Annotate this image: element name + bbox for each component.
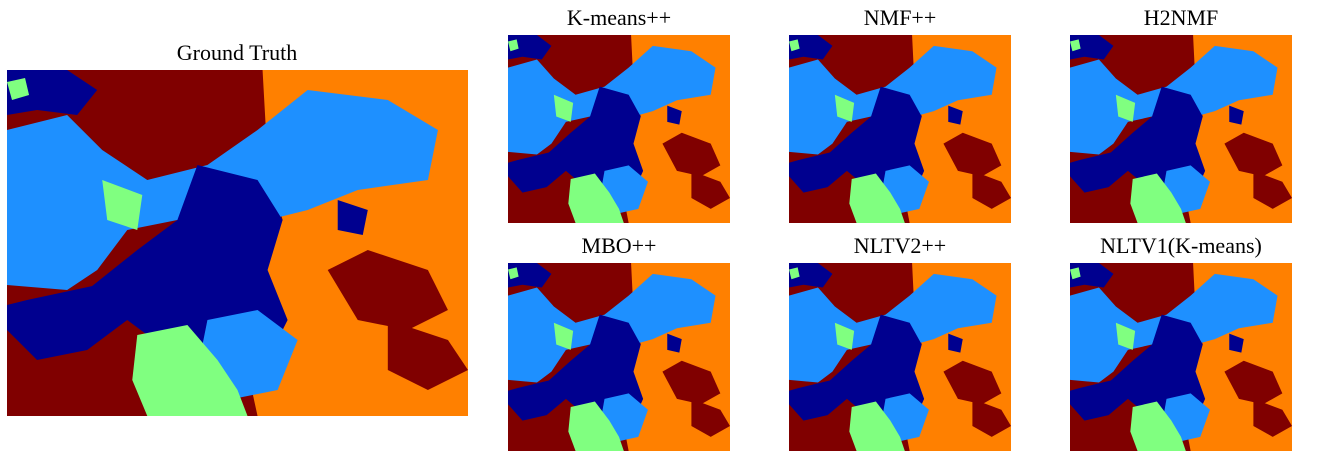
panel-title: K-means++ bbox=[567, 5, 671, 30]
segmentation-map bbox=[508, 263, 730, 451]
segmentation-map bbox=[1070, 263, 1292, 451]
panel-title: MBO++ bbox=[582, 233, 657, 258]
panel-grid: K-means++ NMF++ H2NMF MBO++ NLTV2++ NLTV1(K-m… bbox=[508, 5, 1292, 451]
segmentation-map bbox=[789, 35, 1011, 223]
figure: Ground Truth K-means++ NMF++ H2NMF MBO++ NLT… bbox=[0, 0, 1324, 451]
segmentation-map bbox=[7, 70, 468, 416]
panel-title: Ground Truth bbox=[177, 40, 297, 65]
segmentation-map bbox=[508, 35, 730, 223]
segmentation-map bbox=[1070, 35, 1292, 223]
panel-title: NLTV1(K-means) bbox=[1100, 233, 1262, 258]
panel-title: NMF++ bbox=[864, 5, 937, 30]
panel-title: H2NMF bbox=[1144, 5, 1219, 30]
segmentation-map bbox=[789, 263, 1011, 451]
panel-title: NLTV2++ bbox=[854, 233, 946, 258]
